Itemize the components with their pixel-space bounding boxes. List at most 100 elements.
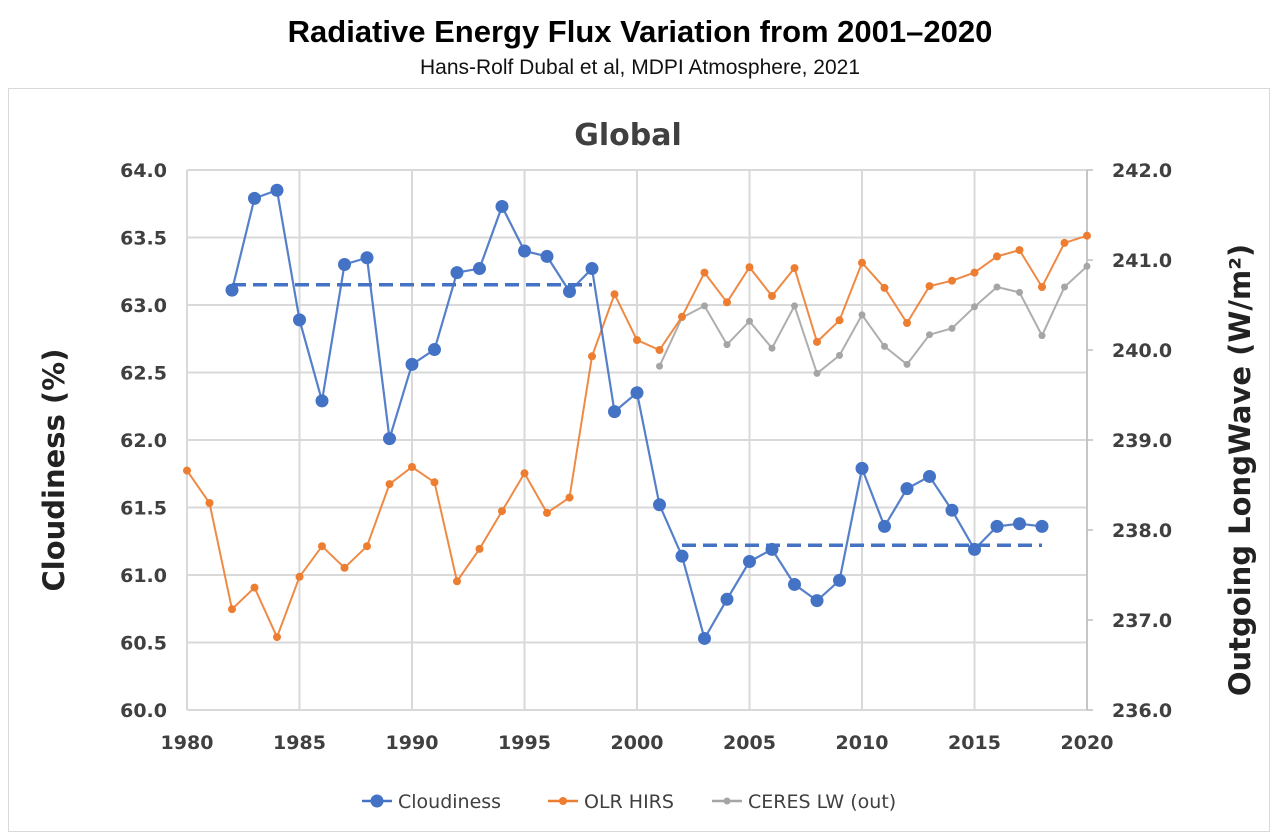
data-point-olr-hirs — [813, 337, 821, 346]
data-point-cloudiness — [338, 258, 351, 271]
x-tick-label: 1985 — [273, 732, 326, 754]
data-point-ceres-lw-out — [813, 369, 821, 377]
data-point-ceres-lw-out — [971, 303, 978, 311]
legend-swatch-marker — [559, 797, 567, 805]
data-point-cloudiness — [810, 594, 824, 608]
y2-tick-label: 237.0 — [1112, 610, 1172, 632]
data-point-olr-hirs — [340, 563, 349, 572]
data-point-cloudiness — [428, 343, 441, 357]
data-point-olr-hirs — [205, 499, 214, 507]
data-point-cloudiness — [315, 394, 329, 408]
data-point-olr-hirs — [228, 605, 236, 614]
data-point-cloudiness — [360, 251, 374, 265]
data-point-cloudiness — [788, 577, 801, 591]
legend-swatch-marker — [723, 797, 731, 805]
data-point-olr-hirs — [498, 507, 506, 516]
data-point-cloudiness — [540, 249, 554, 263]
data-point-olr-hirs — [790, 264, 799, 273]
legend-label: OLR HIRS — [584, 791, 674, 813]
y-tick-label: 62.5 — [120, 363, 167, 385]
data-point-ceres-lw-out — [656, 362, 663, 370]
data-point-olr-hirs — [993, 252, 1001, 261]
data-point-cloudiness — [675, 549, 689, 563]
y-tick-label: 61.0 — [120, 565, 167, 587]
y-tick-label: 62.0 — [120, 430, 167, 452]
data-point-olr-hirs — [880, 283, 889, 292]
data-point-olr-hirs — [520, 469, 529, 478]
data-point-cloudiness — [585, 262, 599, 276]
series-line-ceres-lw-out — [658, 265, 1088, 376]
data-point-ceres-lw-out — [993, 283, 1001, 291]
data-point-cloudiness — [1013, 517, 1026, 531]
x-tick-label: 1995 — [498, 732, 551, 754]
data-point-cloudiness — [293, 313, 306, 327]
data-point-ceres-lw-out — [768, 344, 776, 352]
data-point-cloudiness — [923, 469, 936, 483]
legend-label: Cloudiness — [398, 791, 501, 813]
legend-label: CERES LW (out) — [748, 791, 896, 813]
y-tick-label: 63.5 — [120, 228, 167, 250]
data-point-ceres-lw-out — [701, 302, 708, 310]
x-tick-label: 1980 — [161, 732, 214, 754]
y-tick-label: 61.5 — [120, 498, 167, 520]
data-point-cloudiness — [563, 285, 576, 298]
y2-tick-label: 238.0 — [1112, 520, 1172, 542]
data-point-cloudiness — [878, 519, 891, 533]
data-point-olr-hirs — [408, 463, 416, 471]
data-point-olr-hirs — [610, 290, 619, 299]
data-point-cloudiness — [855, 461, 869, 475]
y2-tick-label: 241.0 — [1112, 250, 1172, 272]
data-point-ceres-lw-out — [791, 302, 798, 310]
data-point-ceres-lw-out — [1016, 288, 1023, 296]
data-point-cloudiness — [630, 386, 644, 400]
x-tick-label: 2015 — [948, 732, 1001, 754]
y2-tick-label: 239.0 — [1112, 430, 1172, 452]
x-tick-label: 2010 — [836, 732, 889, 754]
data-point-cloudiness — [720, 592, 734, 606]
data-point-olr-hirs — [453, 577, 461, 586]
y-axis-label: Cloudiness (%) — [37, 349, 71, 592]
y-tick-label: 60.5 — [120, 633, 167, 655]
y2-axis-label: Outgoing LongWave (W/m²) — [1223, 244, 1257, 696]
data-point-olr-hirs — [745, 263, 754, 272]
data-point-olr-hirs — [633, 336, 641, 345]
data-point-ceres-lw-out — [903, 360, 911, 368]
y-tick-label: 60.0 — [120, 700, 167, 722]
data-point-cloudiness — [405, 357, 419, 371]
data-point-cloudiness — [473, 262, 486, 276]
data-point-olr-hirs — [430, 478, 439, 487]
x-tick-label: 1990 — [386, 732, 439, 754]
data-point-olr-hirs — [363, 542, 371, 551]
chart-title: Global — [574, 118, 682, 153]
chart-panel — [8, 88, 1270, 832]
data-point-ceres-lw-out — [746, 317, 753, 325]
data-point-olr-hirs — [588, 352, 596, 361]
data-point-ceres-lw-out — [948, 324, 956, 332]
y-tick-label: 63.0 — [120, 295, 167, 317]
data-point-olr-hirs — [183, 466, 191, 475]
y-tick-label: 64.0 — [120, 160, 167, 182]
data-point-cloudiness — [833, 573, 846, 587]
data-point-olr-hirs — [273, 633, 281, 642]
data-point-cloudiness — [900, 482, 914, 496]
data-point-ceres-lw-out — [926, 331, 933, 339]
page-subtitle: Hans-Rolf Dubal et al, MDPI Atmosphere, … — [419, 56, 861, 79]
x-tick-label: 2000 — [611, 732, 664, 754]
y2-tick-label: 240.0 — [1112, 340, 1172, 362]
data-point-olr-hirs — [858, 258, 866, 267]
data-point-ceres-lw-out — [1083, 262, 1091, 270]
data-point-olr-hirs — [655, 346, 664, 354]
data-point-ceres-lw-out — [1061, 283, 1068, 291]
data-point-olr-hirs — [543, 508, 551, 517]
data-point-olr-hirs — [903, 319, 911, 327]
data-point-olr-hirs — [700, 268, 709, 277]
data-point-olr-hirs — [1015, 246, 1024, 255]
data-point-olr-hirs — [723, 298, 731, 307]
data-point-ceres-lw-out — [1038, 332, 1046, 340]
page-title: Radiative Energy Flux Variation from 200… — [287, 14, 993, 49]
y2-tick-label: 236.0 — [1112, 700, 1172, 722]
data-point-cloudiness — [608, 405, 621, 419]
data-point-olr-hirs — [948, 276, 956, 285]
data-point-olr-hirs — [1060, 238, 1069, 247]
